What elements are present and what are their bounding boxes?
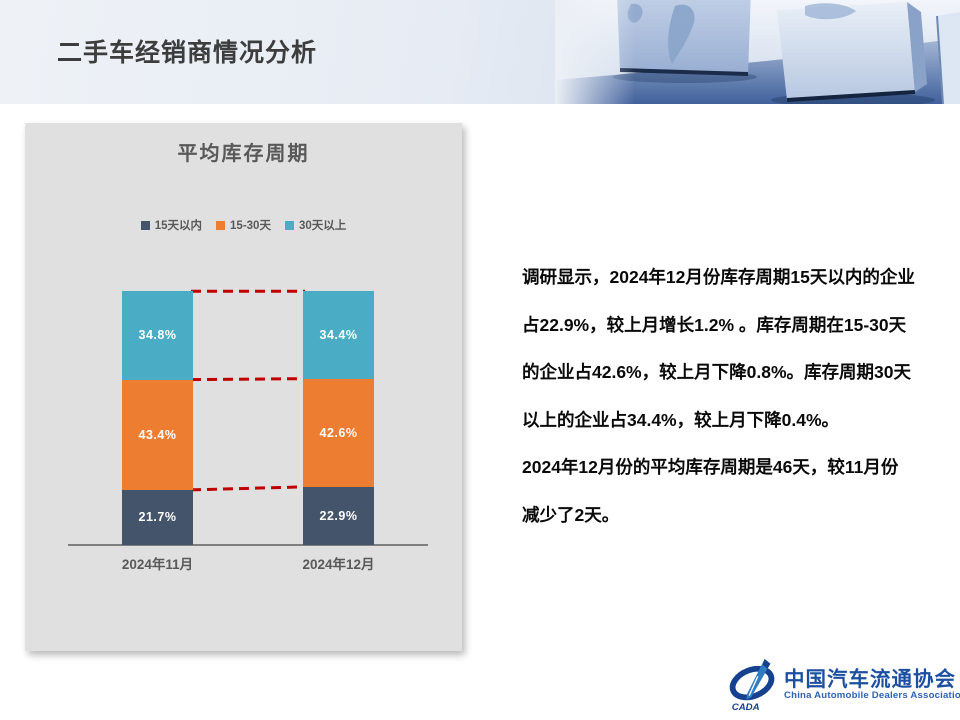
commentary-line: 的企业占42.6%，较上月下降0.8%。库存周期30天: [522, 362, 911, 382]
bar-segment: 22.9%: [303, 486, 374, 545]
commentary-line: 占22.9%，较上月增长1.2% 。库存周期在15-30天: [522, 314, 907, 335]
legend-item-15-30-days: 15-30天: [216, 217, 271, 233]
org-name-zh: 中国汽车流通协会: [784, 668, 956, 691]
chart-title: 平均库存周期: [177, 143, 310, 165]
page-title: 二手车经销商情况分析: [57, 39, 318, 67]
legend-swatch: [140, 220, 150, 230]
cada-logo-icon: CADA: [729, 658, 775, 713]
legend-item-under-15-days: 15天以内: [140, 217, 203, 233]
legend-swatch: [216, 220, 226, 230]
bar-segment: 42.6%: [303, 378, 374, 487]
legend-label: 15天以内: [154, 220, 203, 232]
commentary-line: 调研显示，2024年12月份库存周期15天以内的企业: [522, 267, 915, 287]
chart-panel: 平均库存周期 15天以内 15-30天 30天以上 2024年11月 2024年…: [25, 123, 462, 651]
commentary-line: 以上的企业占34.4%，较上月下降0.4%。: [522, 409, 840, 430]
category-label: 2024年12月: [302, 557, 375, 572]
legend-swatch: [284, 220, 294, 230]
category-label: 2024年11月: [121, 557, 194, 572]
brand-footer: CADA 中国汽车流通协会 China Automobile Dealers A…: [726, 656, 960, 716]
bar-segment: 34.4%: [303, 291, 374, 379]
slide-header: 二手车经销商情况分析: [0, 0, 960, 104]
bar-value-label: 22.9%: [319, 508, 358, 523]
bar-value-label: 42.6%: [319, 425, 358, 440]
cada-acronym: CADA: [732, 702, 760, 713]
commentary-text: 调研显示，2024年12月份库存周期15天以内的企业 占22.9%，较上月增长1…: [522, 254, 920, 539]
commentary-line: 减少了2天。: [522, 504, 620, 525]
bar-segment: 43.4%: [122, 379, 193, 490]
bar-segment: 21.7%: [122, 489, 193, 545]
bar-value-label: 43.4%: [138, 427, 177, 442]
bar-value-label: 34.8%: [138, 328, 177, 343]
bar-value-label: 34.4%: [319, 327, 358, 342]
bar-value-label: 21.7%: [138, 510, 177, 525]
bar-segment: 34.8%: [122, 291, 193, 380]
legend-label: 30天以上: [298, 220, 347, 232]
legend-item-over-30-days: 30天以上: [284, 217, 347, 233]
chart-legend: 15天以内 15-30天 30天以上: [25, 217, 462, 233]
legend-label: 15-30天: [230, 220, 271, 232]
header-cubes-graphic: [555, 0, 960, 104]
commentary-line: 2024年12月份的平均库存周期是46天，较11月份: [522, 457, 899, 477]
org-name-en: China Automobile Dealers Association: [784, 690, 960, 701]
x-axis-line: [68, 544, 428, 546]
stacked-bar-plot: 2024年11月 2024年12月 21.7% 43.4% 34.8% 22.9% 42…: [25, 123, 462, 651]
